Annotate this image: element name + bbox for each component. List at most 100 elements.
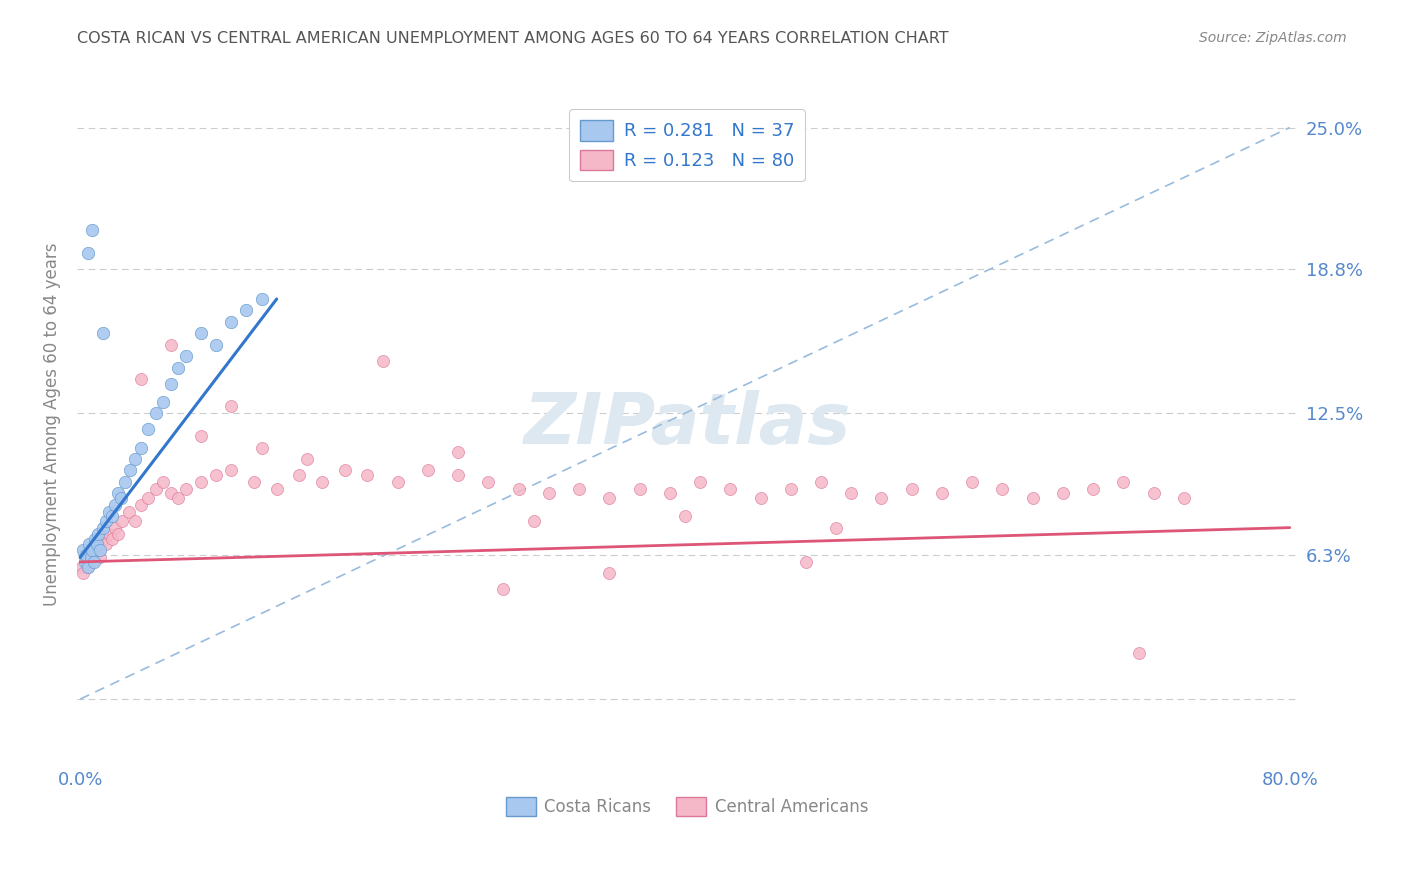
Point [87, 527, 110, 541]
Point [492, 582, 515, 597]
Point [73, 550, 96, 565]
Point [111, 514, 134, 528]
Point [568, 482, 591, 496]
Point [104, 521, 127, 535]
Point [333, 463, 356, 477]
Point [1128, 646, 1150, 660]
Point [356, 468, 378, 483]
Point [86, 536, 108, 550]
Point [124, 514, 146, 528]
Point [80, 550, 103, 565]
Point [110, 491, 132, 505]
Point [537, 486, 560, 500]
Point [72, 543, 94, 558]
Point [70, 559, 93, 574]
Point [508, 482, 530, 496]
Point [84, 548, 107, 562]
Point [89, 550, 111, 565]
Point [129, 498, 152, 512]
Point [174, 349, 197, 363]
Point [387, 475, 409, 489]
Point [174, 482, 197, 496]
Point [250, 441, 273, 455]
Point [83, 543, 105, 558]
Point [76, 246, 98, 260]
Point [145, 406, 167, 420]
Point [89, 543, 111, 558]
Point [107, 486, 129, 500]
Point [931, 486, 953, 500]
Point [97, 505, 120, 519]
Point [825, 521, 848, 535]
Point [167, 491, 190, 505]
Point [243, 475, 266, 489]
Point [190, 429, 212, 443]
Point [221, 315, 243, 329]
Point [136, 422, 159, 436]
Point [794, 555, 817, 569]
Point [160, 486, 183, 500]
Point [288, 468, 311, 483]
Point [810, 475, 832, 489]
Point [190, 326, 212, 341]
Legend: Costa Ricans, Central Americans: Costa Ricans, Central Americans [499, 790, 875, 822]
Text: Source: ZipAtlas.com: Source: ZipAtlas.com [1199, 31, 1347, 45]
Point [1083, 482, 1105, 496]
Point [371, 353, 394, 368]
Point [1143, 486, 1166, 500]
Point [117, 505, 139, 519]
Point [205, 468, 228, 483]
Point [1021, 491, 1043, 505]
Point [145, 482, 167, 496]
Point [76, 559, 98, 574]
Point [167, 360, 190, 375]
Point [190, 475, 212, 489]
Point [266, 482, 288, 496]
Point [84, 532, 107, 546]
Point [91, 521, 114, 535]
Point [82, 555, 104, 569]
Point [80, 550, 103, 565]
Point [689, 475, 711, 489]
Point [75, 548, 97, 562]
Y-axis label: Unemployment Among Ages 60 to 64 years: Unemployment Among Ages 60 to 64 years [44, 243, 60, 607]
Point [205, 337, 228, 351]
Point [900, 482, 922, 496]
Point [86, 536, 108, 550]
Point [628, 482, 651, 496]
Point [72, 566, 94, 581]
Point [114, 475, 136, 489]
Point [91, 326, 114, 341]
Text: ZIPatlas: ZIPatlas [523, 390, 851, 459]
Point [779, 482, 801, 496]
Text: COSTA RICAN VS CENTRAL AMERICAN UNEMPLOYMENT AMONG AGES 60 TO 64 YEARS CORRELATI: COSTA RICAN VS CENTRAL AMERICAN UNEMPLOY… [77, 31, 949, 46]
Point [97, 527, 120, 541]
Point [129, 441, 152, 455]
Point [124, 452, 146, 467]
Point [447, 468, 470, 483]
Point [136, 491, 159, 505]
Point [221, 463, 243, 477]
Point [523, 514, 546, 528]
Point [87, 543, 110, 558]
Point [250, 292, 273, 306]
Point [718, 482, 741, 496]
Point [152, 475, 174, 489]
Point [311, 475, 333, 489]
Point [598, 566, 620, 581]
Point [991, 482, 1014, 496]
Point [76, 559, 98, 574]
Point [118, 463, 141, 477]
Point [94, 536, 117, 550]
Point [129, 372, 152, 386]
Point [101, 509, 124, 524]
Point [82, 543, 104, 558]
Point [1173, 491, 1195, 505]
Point [83, 555, 105, 569]
Point [101, 532, 124, 546]
Point [598, 491, 620, 505]
Point [75, 555, 97, 569]
Point [104, 498, 127, 512]
Point [73, 555, 96, 569]
Point [77, 536, 100, 550]
